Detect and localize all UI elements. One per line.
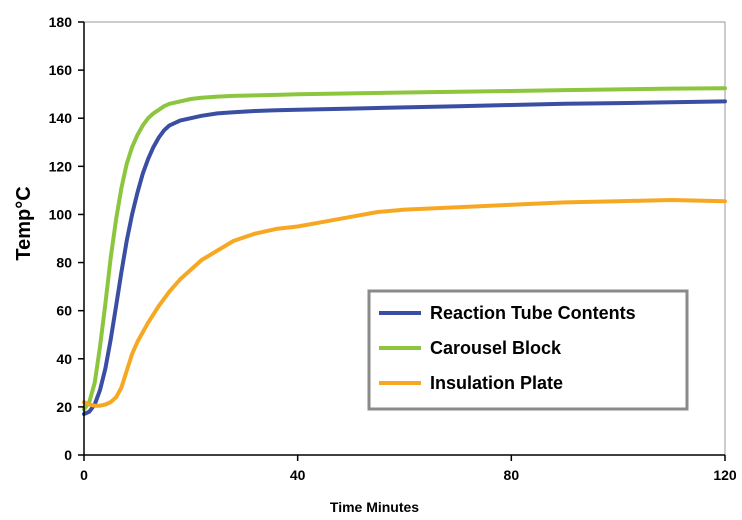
y-tick-label: 0 [64,447,72,463]
x-tick-label: 40 [290,467,306,483]
y-tick-label: 140 [49,110,73,126]
y-tick-label: 160 [49,62,73,78]
x-ticks: 0 40 80 120 [80,455,737,483]
y-ticks: 0 20 40 60 80 100 120 140 160 180 [49,14,84,463]
y-tick-label: 20 [56,399,72,415]
x-axis-title: Time Minutes [330,499,419,515]
y-tick-label: 60 [56,303,72,319]
y-tick-label: 40 [56,351,72,367]
y-axis-title: Temp°C [13,186,35,260]
legend-label-3: Insulation Plate [430,373,563,393]
x-tick-label: 120 [713,467,737,483]
legend: Reaction Tube Contents Carousel Block Insu… [369,291,687,409]
y-tick-label: 180 [49,14,73,30]
y-tick-label: 80 [56,255,72,271]
x-tick-label: 0 [80,467,88,483]
legend-label-2: Carousel Block [430,338,562,358]
legend-label-1: Reaction Tube Contents [430,303,636,323]
x-tick-label: 80 [504,467,520,483]
y-tick-label: 100 [49,206,73,222]
y-tick-label: 120 [49,158,73,174]
